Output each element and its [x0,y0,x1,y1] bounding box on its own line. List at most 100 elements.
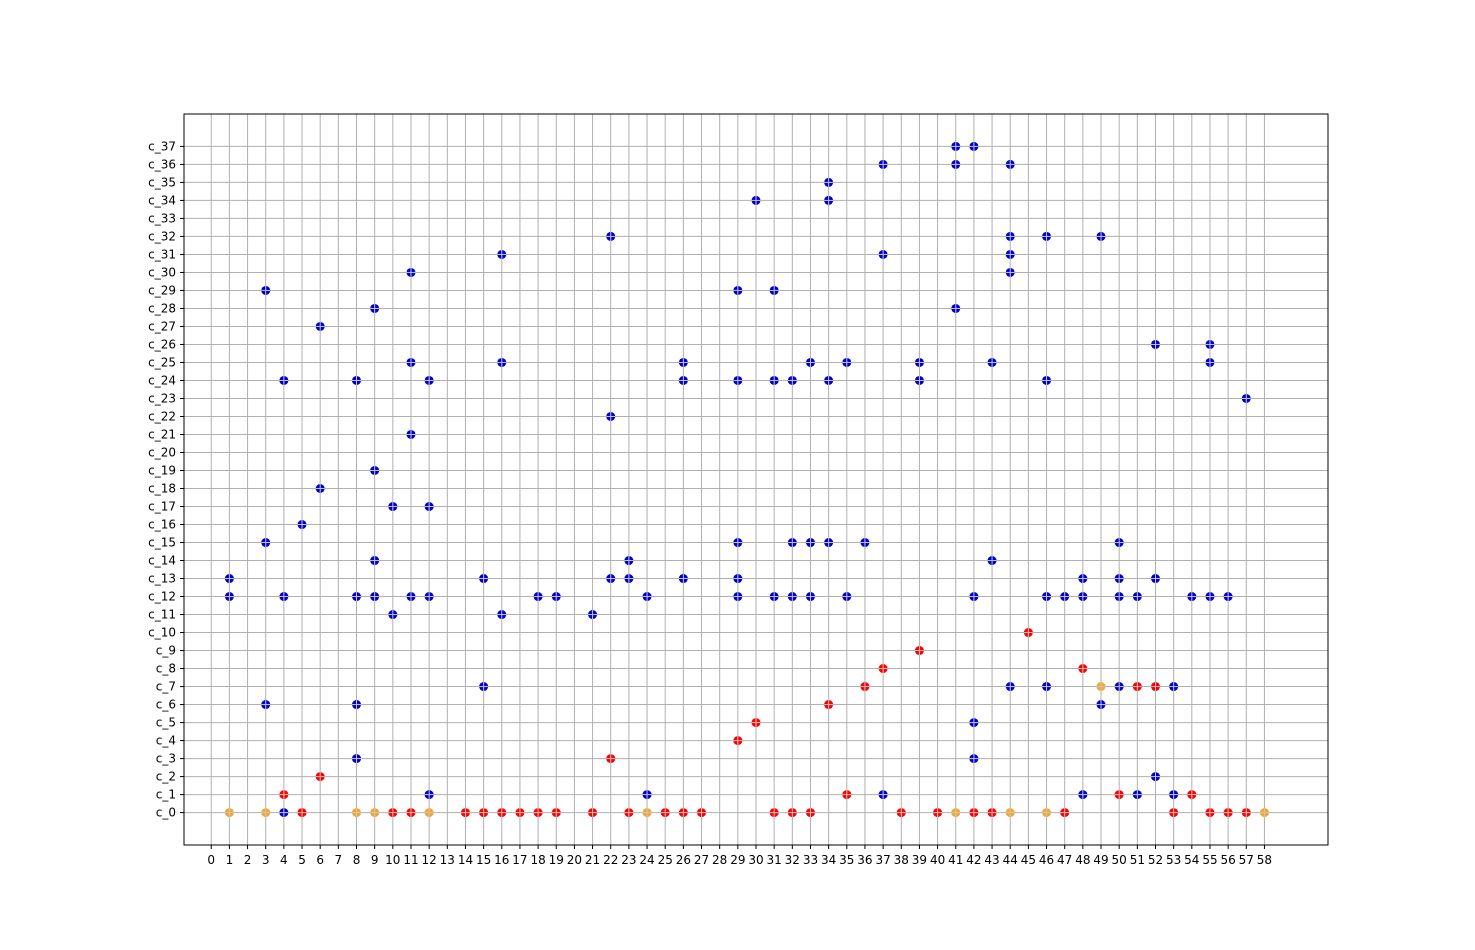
data-point [896,808,906,818]
data-point [1114,790,1124,800]
y-tick-label: c_12 [148,590,176,604]
y-tick-label: c_10 [148,626,176,640]
y-tick-label: c_5 [156,716,176,730]
data-point [1060,808,1070,818]
x-tick-label: 22 [603,853,618,867]
data-point [642,592,652,602]
data-point [1150,682,1160,692]
y-tick-label: c_1 [156,788,176,802]
data-point [606,231,616,241]
x-tick-label: 43 [984,853,999,867]
x-tick-label: 54 [1184,853,1199,867]
x-tick-label: 38 [894,853,909,867]
data-point [1114,682,1124,692]
x-tick-label: 50 [1112,853,1127,867]
x-tick-label: 46 [1039,853,1054,867]
data-point [1132,790,1142,800]
data-point [1042,592,1052,602]
y-tick-label: c_9 [156,644,176,658]
x-tick-label: 36 [857,853,872,867]
data-point [678,808,688,818]
data-point [315,772,325,782]
data-point [860,538,870,548]
y-tick-label: c_14 [148,554,176,568]
data-point [733,375,743,385]
data-point [787,808,797,818]
data-point [969,141,979,151]
data-point [497,357,507,367]
data-point [951,159,961,169]
data-point [914,375,924,385]
data-point [678,375,688,385]
x-tick-label: 29 [730,853,745,867]
x-tick-label: 28 [712,853,727,867]
data-point [388,610,398,620]
data-point [860,682,870,692]
x-tick-label: 26 [676,853,691,867]
data-point [370,556,380,566]
data-point [1005,808,1015,818]
y-tick-label: c_16 [148,518,176,532]
data-point [1169,808,1179,818]
data-point [1150,772,1160,782]
x-tick-label: 55 [1202,853,1217,867]
data-point [678,357,688,367]
x-tick-label: 37 [875,853,890,867]
data-point [624,808,634,818]
data-point [424,592,434,602]
x-tick-label: 18 [530,853,545,867]
y-tick-label: c_30 [148,265,176,279]
data-point [479,574,489,584]
data-point [969,808,979,818]
y-tick-label: c_2 [156,770,176,784]
y-tick-label: c_33 [148,211,176,225]
x-tick-label: 16 [494,853,509,867]
data-point [315,321,325,331]
data-point [497,808,507,818]
data-point [1241,393,1251,403]
y-tick-label: c_23 [148,391,176,405]
x-axis: 0 1 2 3 4 5 6 7 8 9 10 11 12 13 14 15 16 17 18 19 20 21 22 23 24… [207,845,1272,867]
x-tick-label: 6 [316,853,324,867]
data-point [1114,574,1124,584]
x-tick-label: 58 [1257,853,1272,867]
data-point [951,303,961,313]
data-point [406,267,416,277]
y-tick-label: c_7 [156,680,176,694]
data-point [805,808,815,818]
data-point [733,538,743,548]
x-tick-label: 33 [803,853,818,867]
data-point [1150,339,1160,349]
x-tick-label: 32 [785,853,800,867]
data-point [606,574,616,584]
y-tick-label: c_35 [148,175,176,189]
data-point [279,375,289,385]
data-point [315,484,325,494]
data-point [370,465,380,475]
data-point [697,808,707,818]
x-tick-label: 27 [694,853,709,867]
data-point [606,754,616,764]
data-point [606,411,616,421]
x-tick-label: 51 [1130,853,1145,867]
data-point [224,808,234,818]
data-point [969,592,979,602]
x-tick-label: 41 [948,853,963,867]
x-tick-label: 57 [1239,853,1254,867]
data-point [1114,538,1124,548]
data-point [479,808,489,818]
y-tick-label: c_0 [156,806,176,820]
x-tick-label: 2 [244,853,252,867]
x-tick-label: 20 [567,853,582,867]
data-point [1005,267,1015,277]
data-point [642,808,652,818]
y-tick-label: c_18 [148,482,176,496]
x-tick-label: 0 [207,853,215,867]
data-point [1042,231,1052,241]
data-point [878,790,888,800]
data-point [769,808,779,818]
data-point [824,375,834,385]
data-point [497,249,507,259]
y-tick-label: c_8 [156,662,176,676]
x-tick-label: 31 [767,853,782,867]
